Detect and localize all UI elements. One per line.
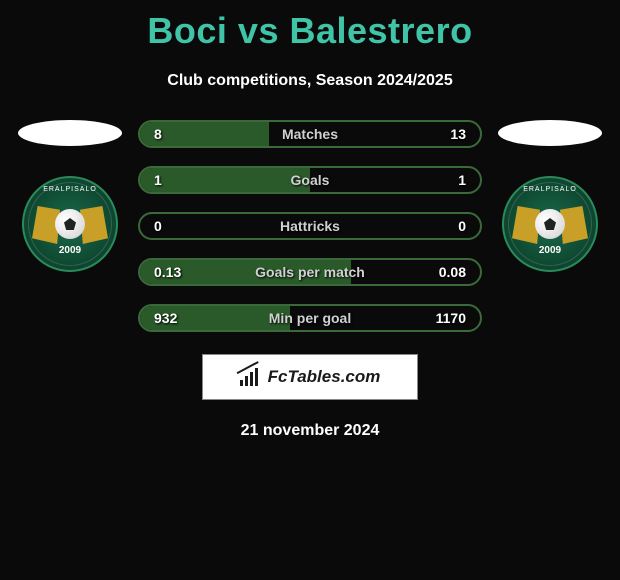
- left-player-col: ERALPISALO 2009: [18, 120, 122, 272]
- right-club-badge: ERALPISALO 2009: [502, 176, 598, 272]
- brand-chart-icon: [240, 368, 262, 386]
- badge-year: 2009: [539, 245, 561, 256]
- stat-left-value: 0.13: [154, 264, 181, 280]
- stat-bar: 8 Matches 13: [138, 120, 482, 148]
- badge-top-text: ERALPISALO: [43, 186, 97, 193]
- stat-left-value: 932: [154, 310, 177, 326]
- left-flag: [18, 120, 122, 146]
- stat-left-value: 1: [154, 172, 162, 188]
- stat-left-value: 0: [154, 218, 162, 234]
- stat-bar: 1 Goals 1: [138, 166, 482, 194]
- footer-date: 21 november 2024: [0, 422, 620, 440]
- stat-bar: 0.13 Goals per match 0.08: [138, 258, 482, 286]
- brand-text: FcTables.com: [268, 367, 381, 387]
- stat-label: Goals per match: [255, 264, 365, 280]
- stat-right-value: 1: [458, 172, 466, 188]
- stat-right-value: 1170: [436, 310, 466, 326]
- badge-ball-icon: [55, 209, 85, 239]
- stat-label: Goals: [291, 172, 330, 188]
- brand-box[interactable]: FcTables.com: [202, 354, 418, 400]
- stat-right-value: 0: [458, 218, 466, 234]
- subtitle: Club competitions, Season 2024/2025: [0, 72, 620, 90]
- badge-top-text: ERALPISALO: [523, 186, 577, 193]
- comparison-row: ERALPISALO 2009 8 Matches 13 1 Goals 1 0 Hattri…: [0, 120, 620, 332]
- page-title: Boci vs Balestrero: [0, 0, 620, 52]
- stat-label: Min per goal: [269, 310, 351, 326]
- stat-label: Matches: [282, 126, 338, 142]
- stat-left-value: 8: [154, 126, 162, 142]
- left-club-badge: ERALPISALO 2009: [22, 176, 118, 272]
- stat-right-value: 0.08: [439, 264, 466, 280]
- stat-label: Hattricks: [280, 218, 340, 234]
- stat-bar: 932 Min per goal 1170: [138, 304, 482, 332]
- badge-ball-icon: [535, 209, 565, 239]
- right-flag: [498, 120, 602, 146]
- stat-bar: 0 Hattricks 0: [138, 212, 482, 240]
- stat-fill-left: [140, 168, 310, 192]
- stat-right-value: 13: [450, 126, 466, 142]
- stats-column: 8 Matches 13 1 Goals 1 0 Hattricks 0 0.13 Goals pe…: [138, 120, 482, 332]
- right-player-col: ERALPISALO 2009: [498, 120, 602, 272]
- badge-year: 2009: [59, 245, 81, 256]
